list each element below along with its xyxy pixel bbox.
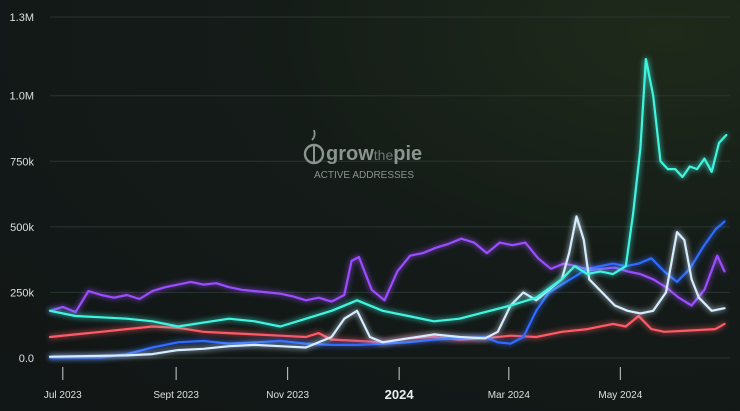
y-tick-label: 1.3M bbox=[10, 12, 34, 24]
watermark-brand-the: the bbox=[374, 147, 394, 163]
x-axis-ticks: Jul 2023 Sept 2023 Nov 2023 2024 Mar 2024 May… bbox=[44, 367, 643, 402]
y-axis-ticks: 0.0 250k 500k 750k 1.0M 1.3M bbox=[10, 12, 35, 365]
y-tick-label: 500k bbox=[10, 222, 34, 234]
x-tick-label: May 2024 bbox=[598, 390, 642, 401]
x-tick-label: 2024 bbox=[385, 387, 415, 402]
y-tick-label: 250k bbox=[10, 287, 34, 299]
series-lines bbox=[48, 57, 728, 359]
x-tick-label: Jul 2023 bbox=[44, 390, 82, 401]
svg-text:growthepie: growthepie bbox=[326, 143, 422, 165]
watermark-brand-grow: grow bbox=[326, 143, 374, 165]
watermark: growthepie ACTIVE ADDRESSES bbox=[303, 129, 422, 181]
watermark-brand-pie: pie bbox=[393, 143, 422, 165]
series-line-5 bbox=[48, 57, 728, 328]
x-tick-label: Sept 2023 bbox=[153, 390, 199, 401]
pie-logo-icon bbox=[303, 129, 325, 165]
series-line-3 bbox=[48, 220, 726, 359]
y-tick-label: 750k bbox=[10, 156, 34, 168]
series-line-2 bbox=[48, 314, 726, 344]
series-line-1 bbox=[48, 237, 726, 314]
x-tick-label: Nov 2023 bbox=[266, 390, 309, 401]
grid-lines bbox=[50, 16, 730, 359]
watermark-subtitle: ACTIVE ADDRESSES bbox=[314, 170, 414, 181]
x-tick-label: Mar 2024 bbox=[488, 390, 531, 401]
y-tick-label: 0.0 bbox=[19, 353, 34, 365]
y-tick-label: 1.0M bbox=[10, 91, 34, 103]
series-line-4 bbox=[48, 215, 726, 358]
